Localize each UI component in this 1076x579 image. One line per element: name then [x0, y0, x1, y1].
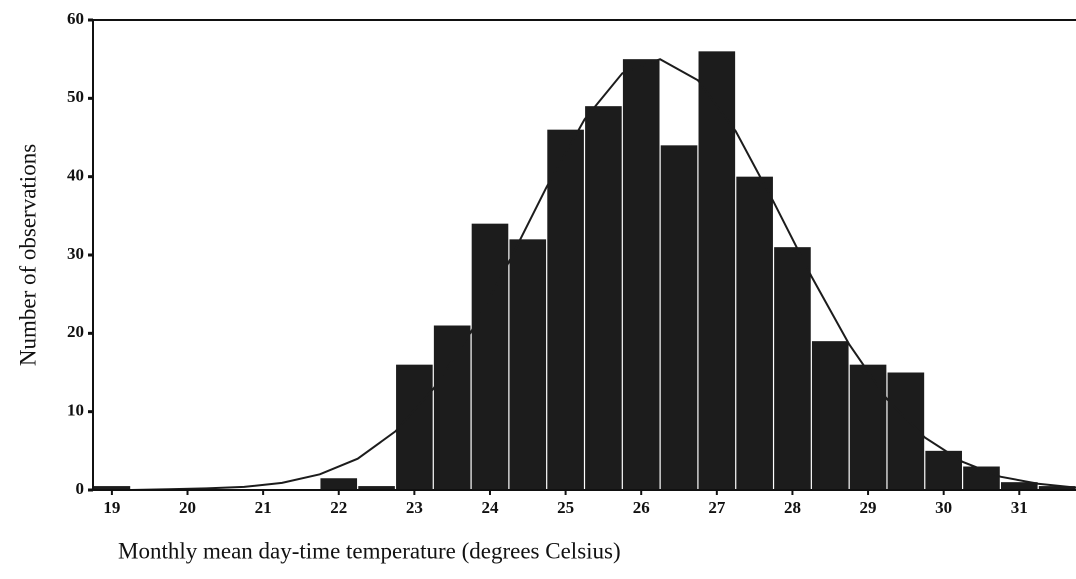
bar: [849, 364, 887, 490]
y-tick-label: 20: [67, 322, 84, 341]
bar: [320, 478, 358, 490]
x-tick-label: 25: [557, 498, 574, 517]
bar: [433, 325, 471, 490]
bar: [1038, 486, 1076, 490]
bar: [509, 239, 547, 490]
y-tick-label: 60: [67, 9, 84, 28]
y-tick-label: 10: [67, 401, 84, 420]
y-tick-label: 50: [67, 87, 84, 106]
y-tick-label: 0: [76, 479, 85, 498]
x-tick-label: 31: [1011, 498, 1028, 517]
x-tick-label: 20: [179, 498, 196, 517]
x-axis-label: Monthly mean day-time temperature (degre…: [118, 538, 621, 563]
bar: [660, 145, 698, 491]
bar: [698, 51, 736, 490]
bar: [396, 364, 433, 490]
x-tick-label: 19: [103, 498, 120, 517]
bar: [774, 247, 811, 490]
x-tick-label: 28: [784, 498, 801, 517]
x-tick-label: 24: [481, 498, 499, 517]
bar: [585, 106, 622, 491]
bar: [622, 59, 660, 491]
fitted-curve: [93, 58, 1076, 491]
bar: [93, 486, 131, 490]
x-tick-label: 26: [633, 498, 650, 517]
x-tick-label: 23: [406, 498, 423, 517]
bar: [736, 176, 773, 490]
x-tick-label: 21: [255, 498, 272, 517]
x-tick-label: 29: [860, 498, 877, 517]
x-tick-label: 27: [708, 498, 726, 517]
bar: [1000, 482, 1038, 490]
bar: [811, 341, 849, 490]
bar: [358, 486, 395, 490]
bar: [547, 129, 584, 490]
x-tick-label: 22: [330, 498, 347, 517]
y-axis-label: Number of observations: [15, 144, 40, 366]
y-tick-label: 40: [67, 166, 84, 185]
bar: [471, 223, 509, 490]
y-tick-label: 30: [67, 244, 84, 263]
x-tick-label: 30: [935, 498, 952, 517]
